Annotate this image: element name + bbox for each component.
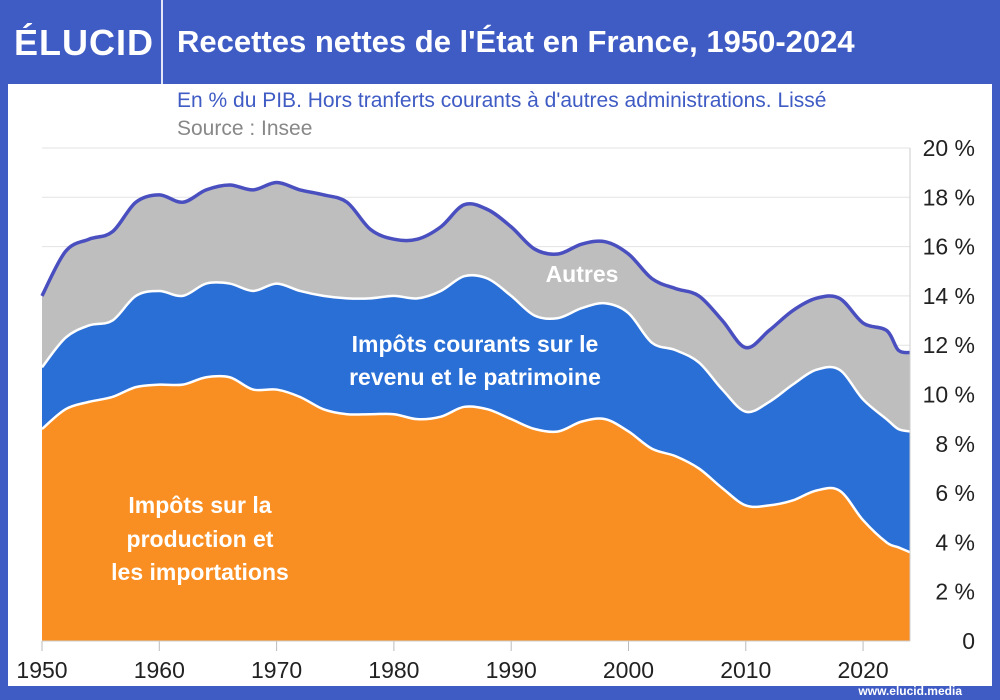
y-tick-label: 16 % [923,234,975,260]
boundary-line [41,273,911,433]
x-tick-label: 2020 [837,657,888,683]
y-tick-label: 0 [962,628,975,654]
header: ÉLUCID Recettes nettes de l'État en Fran… [0,0,1000,84]
y-tick-label: 2 % [935,579,975,605]
area-production [42,375,910,641]
x-tick-label: 1960 [134,657,185,683]
annotation-impots-production-1: Impôts sur la [128,492,271,518]
annotation-impots-revenu-2: revenu et le patrimoine [349,364,601,390]
annotation-impots-production-3: les importations [111,559,289,585]
areas [40,180,911,641]
x-tick-label: 1980 [368,657,419,683]
source: Source : Insee [177,117,313,140]
total-line [40,180,911,355]
area-autres [42,182,910,432]
x-tick-label: 1950 [16,657,67,683]
axes: 0 2 % 4 % 6 % 8 % 10 % 12 % 14 % 16 % 18 % 20 % 195… [16,135,975,683]
y-tick-label: 6 % [935,480,975,506]
footer-url[interactable]: www.elucid.media [858,684,962,698]
y-tick-label: 14 % [923,283,975,309]
y-tick-label: 12 % [923,332,975,358]
area-revenu [42,275,910,553]
y-tick-label: 20 % [923,135,975,161]
elucid-logo: ÉLUCID [14,22,154,63]
y-tick-label: 10 % [923,382,975,408]
x-tick-label: 1970 [251,657,302,683]
annotation-autres: Autres [546,261,619,287]
x-tick-label: 1990 [486,657,537,683]
y-tick-label: 4 % [935,529,975,555]
header-divider [161,0,163,84]
x-tick-label: 2010 [720,657,771,683]
subtitle: En % du PIB. Hors tranferts courants à d… [177,89,827,112]
y-tick-label: 8 % [935,431,975,457]
chart-title: Recettes nettes de l'État en France, 195… [177,24,855,59]
annotation-impots-production-2: production et [127,526,274,552]
boundary-line [41,374,911,554]
annotation-impots-revenu-1: Impôts courants sur le [352,331,599,357]
x-tick-label: 2000 [603,657,654,683]
y-tick-label: 18 % [923,184,975,210]
